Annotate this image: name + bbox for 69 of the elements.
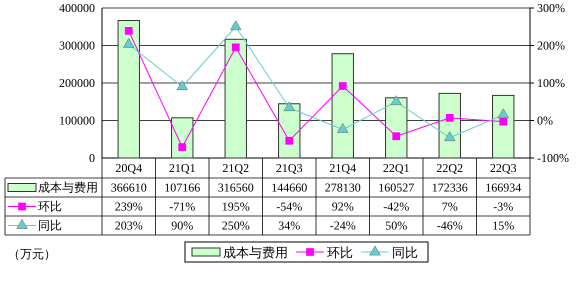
data-label: -54% bbox=[276, 200, 302, 214]
data-label: 90% bbox=[171, 218, 194, 232]
data-label: 203% bbox=[114, 218, 143, 232]
data-label: -42% bbox=[383, 200, 410, 214]
data-label: 166934 bbox=[485, 180, 522, 194]
bar bbox=[118, 20, 140, 158]
data-label: 144660 bbox=[271, 180, 308, 194]
point bbox=[338, 82, 347, 90]
data-label: 50% bbox=[385, 218, 408, 232]
point bbox=[232, 44, 240, 52]
data-label: 160527 bbox=[378, 180, 414, 194]
bar bbox=[492, 94, 514, 158]
x-tick-label: 20Q4 bbox=[115, 161, 142, 175]
data-label: 15% bbox=[492, 218, 514, 232]
y-tick-label: 300000 bbox=[59, 38, 95, 52]
y2-tick-label: 300% bbox=[537, 0, 565, 15]
data-label: 172336 bbox=[432, 180, 468, 194]
text: 环比 bbox=[327, 245, 353, 260]
bar bbox=[332, 53, 354, 158]
y2-tick-label: 100% bbox=[537, 76, 565, 90]
data-label: -71% bbox=[169, 200, 196, 214]
legend-label: 环比 bbox=[38, 200, 62, 214]
text: （万元） bbox=[8, 247, 56, 261]
point bbox=[176, 80, 188, 90]
y2-tick-label: 0% bbox=[537, 113, 553, 128]
point bbox=[337, 123, 348, 133]
y2-tick-label: 200% bbox=[537, 38, 565, 52]
bar bbox=[438, 92, 461, 158]
data-label: -24% bbox=[330, 218, 356, 232]
text: 同比 bbox=[392, 245, 418, 260]
x-tick-label: 21Q4 bbox=[329, 161, 356, 175]
x-tick-label: 22Q3 bbox=[490, 161, 517, 175]
data-label: 7% bbox=[442, 200, 458, 214]
point bbox=[498, 108, 509, 118]
data-label: 239% bbox=[114, 200, 143, 214]
x-tick-label: 22Q2 bbox=[436, 161, 464, 175]
point bbox=[390, 95, 402, 106]
data-label: 107166 bbox=[164, 180, 200, 194]
legend-label: 同比 bbox=[38, 218, 62, 232]
data-label: -46% bbox=[436, 218, 463, 232]
y-tick-label: 200000 bbox=[59, 76, 95, 90]
point bbox=[124, 27, 133, 35]
data-label: 92% bbox=[332, 200, 354, 214]
y-tick-label: 100000 bbox=[59, 113, 95, 128]
text: 成本与费用 bbox=[223, 245, 288, 260]
data-label: -3% bbox=[493, 200, 514, 214]
x-tick-label: 21Q3 bbox=[276, 161, 303, 175]
point bbox=[392, 132, 400, 140]
y-tick-label: 400000 bbox=[59, 0, 95, 15]
y2-tick-label: -100% bbox=[537, 150, 569, 165]
legend-label: 成本与费用 bbox=[38, 180, 98, 194]
point bbox=[230, 20, 242, 30]
data-label: 316560 bbox=[218, 180, 254, 194]
point bbox=[285, 136, 294, 145]
point bbox=[446, 114, 454, 122]
x-tick-label: 21Q1 bbox=[168, 161, 196, 175]
data-label: 278130 bbox=[324, 180, 361, 194]
data-label: 195% bbox=[222, 200, 250, 214]
data-label: 366610 bbox=[110, 180, 147, 194]
point bbox=[444, 131, 456, 142]
x-tick-label: 22Q1 bbox=[382, 161, 410, 175]
y-tick-label: 0 bbox=[89, 150, 95, 165]
point bbox=[123, 38, 134, 48]
x-tick-label: 21Q2 bbox=[222, 161, 250, 175]
point bbox=[284, 101, 295, 112]
bar bbox=[224, 38, 247, 158]
data-label: 34% bbox=[278, 218, 300, 232]
point bbox=[178, 143, 186, 151]
data-label: 250% bbox=[222, 218, 250, 232]
